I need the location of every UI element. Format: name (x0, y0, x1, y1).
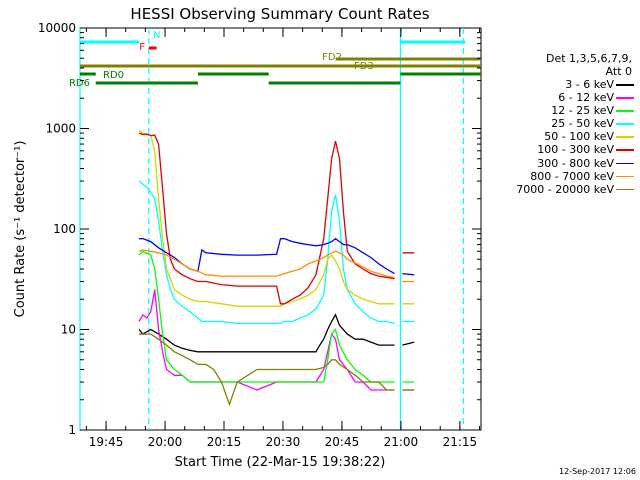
legend-entry-3-6-kev: 3 - 6 keV (494, 78, 640, 91)
legend-entry-12-25-kev: 12 - 25 keV (494, 104, 640, 117)
legend-swatch (616, 175, 634, 178)
chart-title: HESSI Observing Summary Count Rates (130, 5, 429, 23)
series-line-25-50-kev (138, 180, 415, 325)
legend-entry-25-50-kev: 25 - 50 keV (494, 117, 640, 130)
flag-label-rd6: RD6 (69, 78, 90, 89)
legend: Det 1,3,5,6,7,9, Att 0 3 - 6 keV 6 - 12 k… (494, 52, 640, 196)
flag-label-rd0: RD0 (103, 70, 124, 81)
legend-entry-100-300-kev: 100 - 300 keV (494, 143, 640, 156)
series-line-3-6-kev (138, 313, 415, 353)
legend-swatch (616, 149, 634, 151)
x-tick-label: 20:30 (266, 435, 301, 449)
flag-label-fd3: FD3 (354, 61, 374, 72)
legend-swatch (616, 188, 634, 191)
footer-date: 12-Sep-2017 12:06 (559, 467, 636, 476)
legend-label: 6 - 12 keV (558, 91, 614, 105)
x-tick-label: 20:45 (325, 435, 360, 449)
legend-swatch (616, 84, 634, 86)
series-line-800-7000-kev (138, 249, 415, 283)
x-tick-label: 19:45 (89, 435, 124, 449)
x-tick-label: 21:00 (384, 435, 419, 449)
x-axis-label: Start Time (22-Mar-15 19:38:22) (175, 455, 386, 470)
legend-entry-50-100-kev: 50 - 100 keV (494, 130, 640, 143)
flag-label-fd2: FD2 (322, 52, 342, 63)
legend-swatch (616, 97, 634, 99)
y-tick-label: 1 (68, 423, 76, 437)
y-tick-label: 10000 (38, 21, 76, 35)
y-tick-label: 1000 (45, 122, 76, 136)
x-tick-label: 21:15 (443, 435, 478, 449)
legend-swatch (616, 162, 634, 165)
series-line-7000-20000-kev (139, 333, 415, 407)
y-tick-label: 10 (61, 323, 76, 337)
legend-entry-6-12-kev: 6 - 12 keV (494, 91, 640, 104)
legend-label: 12 - 25 keV (551, 104, 614, 118)
x-tick-label: 20:00 (148, 435, 183, 449)
legend-swatch (616, 110, 634, 112)
legend-label: 50 - 100 keV (544, 130, 614, 144)
legend-label: 100 - 300 keV (537, 143, 614, 157)
y-axis-label: Count Rate (s⁻¹ detector⁻¹) (13, 141, 28, 318)
legend-label: 3 - 6 keV (565, 78, 614, 91)
legend-swatch (616, 123, 634, 125)
legend-label: 300 - 800 keV (537, 156, 614, 170)
legend-label: 7000 - 20000 keV (516, 182, 614, 196)
legend-header-1: Det 1,3,5,6,7,9, (545, 52, 632, 65)
legend-label: 25 - 50 keV (551, 117, 614, 131)
series-line-300-800-kev (139, 237, 415, 276)
legend-header-2: Att 0 (605, 65, 632, 78)
legend-entry-7000-20000-kev: 7000 - 20000 keV (494, 183, 640, 196)
flag-label-f: F (139, 42, 145, 53)
flag-label-n: N (153, 30, 160, 41)
legend-label: 800 - 7000 keV (530, 169, 614, 183)
series-line-12-25-kev (138, 250, 415, 383)
legend-entry-300-800-kev: 300 - 800 keV (494, 157, 640, 170)
legend-entry-800-7000-kev: 800 - 7000 keV (494, 170, 640, 183)
legend-swatch (616, 136, 634, 138)
series-line-100-300-kev (138, 132, 415, 305)
series-line-50-100-kev (138, 130, 415, 307)
y-tick-label: 100 (53, 222, 76, 236)
x-tick-label: 20:15 (207, 435, 242, 449)
